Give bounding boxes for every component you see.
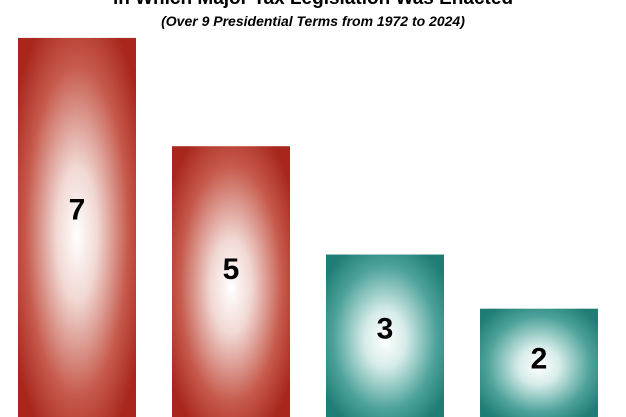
bar-value-label-4: 2 bbox=[531, 342, 548, 375]
chart-subtitle: (Over 9 Presidential Terms from 1972 to … bbox=[161, 13, 465, 29]
bar-value-label-2: 5 bbox=[223, 253, 240, 286]
bar-1 bbox=[18, 37, 136, 417]
chart-title: in Which Major Tax Legislation Was Enact… bbox=[0, 0, 626, 10]
bar-2 bbox=[172, 146, 290, 417]
bar-value-label-1: 7 bbox=[69, 194, 86, 227]
bar-3 bbox=[326, 254, 444, 417]
bar-4 bbox=[480, 308, 598, 417]
bar-value-label-3: 3 bbox=[377, 313, 394, 346]
